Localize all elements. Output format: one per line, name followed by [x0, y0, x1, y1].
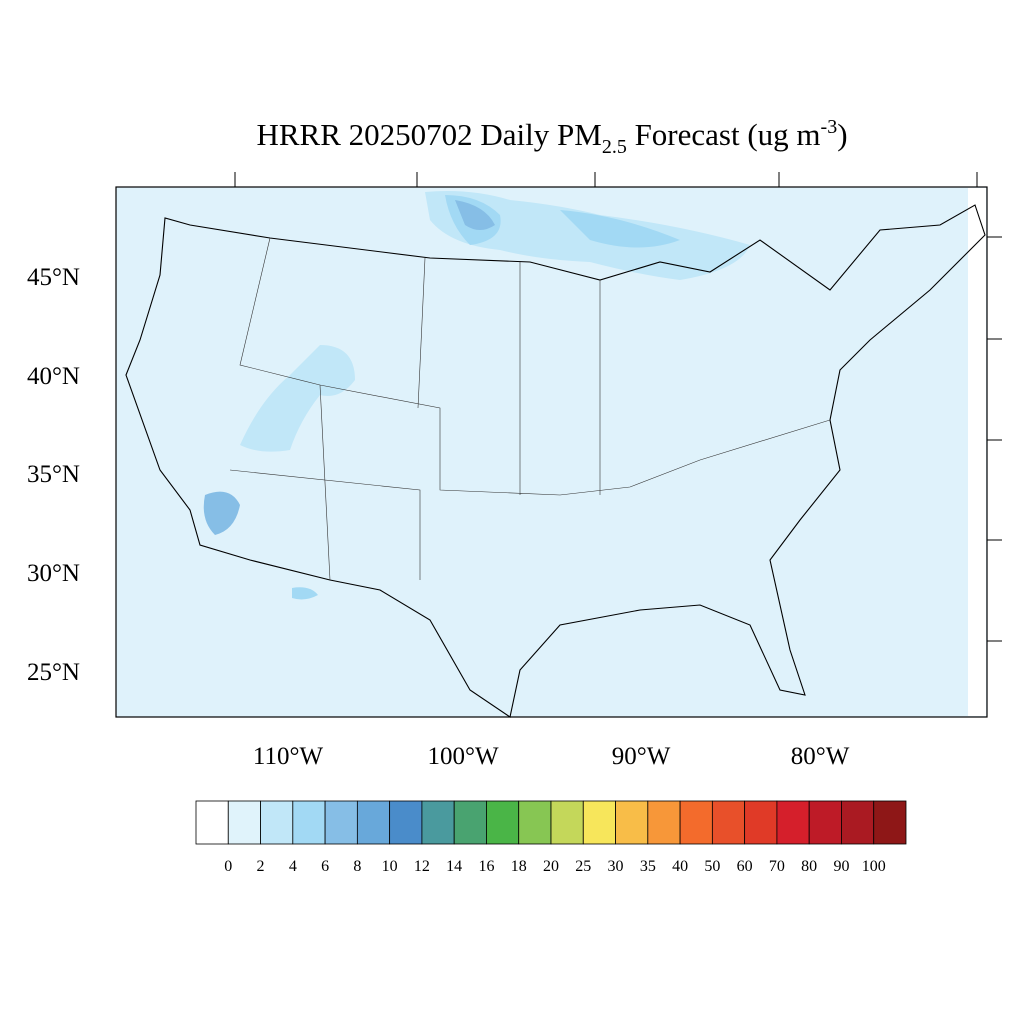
colorbar-label: 0: [224, 858, 232, 875]
colorbar-box: [421, 800, 455, 845]
colorbar: 0 2 4 6 8 10 12 14 16 18 20 25 30 35 40 50 60 70 80 90 100: [195, 800, 907, 875]
colorbar-box: [841, 800, 875, 845]
colorbar-box: [292, 800, 326, 845]
lon-label: 90°W: [612, 743, 671, 770]
lat-label: 45°N: [27, 264, 80, 291]
smoke-plume: [292, 587, 318, 600]
smoke-plume: [240, 345, 355, 452]
colorbar-box: [711, 800, 746, 845]
colorbar-label: 12: [414, 858, 430, 875]
colorbar-box: [324, 800, 358, 845]
colorbar-label: 20: [543, 858, 559, 875]
colorbar-label: 18: [511, 858, 527, 875]
colorbar-box: [518, 800, 552, 845]
colorbar-box: [808, 800, 842, 845]
colorbar-label: 80: [801, 858, 817, 875]
smoke-plume: [445, 195, 680, 248]
map-field: [116, 187, 987, 717]
lon-label: 80°W: [791, 743, 850, 770]
colorbar-box: [227, 800, 261, 845]
colorbar-label: 25: [575, 858, 591, 875]
frame-ticks: [234, 172, 1002, 642]
colorbar-box: [195, 800, 229, 845]
title: HRRR 20250702 Daily PM2.5 Forecast (ug m…: [256, 116, 847, 158]
axis-labels: 45°N 40°N 35°N 30°N 25°N 110°W 100°W 90°W 80°W: [27, 264, 850, 770]
title-end: ): [837, 117, 847, 152]
title-superscript: -3: [821, 116, 838, 138]
colorbar-label: 4: [289, 858, 297, 875]
title-middle: Forecast (ug m: [627, 117, 821, 152]
state-borders: [229, 237, 831, 581]
colorbar-label: 30: [608, 858, 624, 875]
title-main: HRRR 20250702 Daily PM: [256, 117, 601, 152]
colorbar-label: 40: [672, 858, 688, 875]
smoke-plume: [203, 491, 240, 535]
colorbar-label: 35: [640, 858, 656, 875]
colorbar-label: 70: [769, 858, 785, 875]
colorbar-label: 90: [833, 858, 849, 875]
colorbar-box: [744, 800, 778, 845]
colorbar-box: [873, 800, 907, 845]
lon-label: 110°W: [253, 743, 324, 770]
colorbar-label: 100: [862, 858, 886, 875]
colorbar-box: [550, 800, 584, 845]
colorbar-box: [486, 800, 520, 845]
lat-label: 40°N: [27, 363, 80, 390]
colorbar-label: 6: [321, 858, 329, 875]
coastline: [125, 204, 986, 718]
colorbar-label: 8: [353, 858, 361, 875]
lon-label: 100°W: [427, 743, 498, 770]
colorbar-box: [776, 800, 810, 845]
colorbar-box: [453, 800, 487, 845]
colorbar-box: [356, 800, 391, 845]
title-subscript: 2.5: [602, 136, 627, 158]
colorbar-box: [647, 800, 681, 845]
colorbar-label: 50: [704, 858, 720, 875]
colorbar-label: 14: [446, 858, 462, 875]
lat-label: 25°N: [27, 659, 80, 686]
colorbar-box: [389, 800, 423, 845]
colorbar-label: 2: [257, 858, 265, 875]
lat-label: 30°N: [27, 560, 80, 587]
colorbar-label: 16: [478, 858, 494, 875]
smoke-plume: [455, 200, 495, 230]
lat-label: 35°N: [27, 461, 80, 488]
map: [115, 172, 1002, 718]
colorbar-label: 60: [737, 858, 753, 875]
colorbar-box: [260, 800, 294, 845]
colorbar-label: 10: [382, 858, 398, 875]
map-frame: [115, 186, 988, 718]
colorbar-box: [679, 800, 713, 845]
colorbar-box: [582, 800, 616, 845]
colorbar-box: [615, 800, 649, 845]
map-edge: [968, 188, 986, 716]
